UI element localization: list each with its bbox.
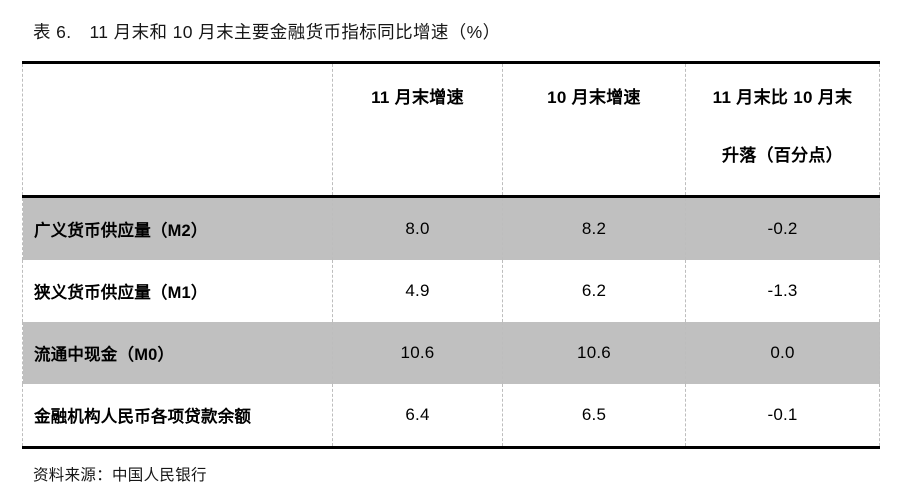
source-note: 资料来源：中国人民银行 [33,467,207,484]
row-label: 金融机构人民币各项贷款余额 [22,384,333,448]
statistics-table-container: 11 月末增速 10 月末增速 11 月末比 10 月末 升落（百分点） [22,61,880,449]
cell-oct-growth: 8.2 [502,196,686,260]
cell-change: 0.0 [685,322,880,384]
cell-nov-growth: 10.6 [332,322,503,384]
row-label: 广义货币供应量（M2） [22,196,333,260]
cell-change: -0.2 [685,196,880,260]
cell-oct-growth: 6.2 [502,260,686,322]
cell-oct-growth: 6.5 [502,384,686,448]
cell-nov-growth: 4.9 [332,260,503,322]
table-row: 广义货币供应量（M2） 8.0 8.2 -0.2 [22,196,880,260]
cell-change: -0.1 [685,384,880,448]
table-row: 金融机构人民币各项贷款余额 6.4 6.5 -0.1 [22,384,880,448]
column-header-change: 11 月末比 10 月末 升落（百分点） [685,62,880,198]
column-header-indicator [22,62,333,198]
cell-change: -1.3 [685,260,880,322]
statistics-table: 11 月末增速 10 月末增速 11 月末比 10 月末 升落（百分点） [22,61,880,449]
cell-nov-growth: 8.0 [332,196,503,260]
column-header-change-line1: 11 月末比 10 月末 [712,88,853,107]
cell-nov-growth: 6.4 [332,384,503,448]
row-label: 狭义货币供应量（M1） [22,260,333,322]
table-row: 狭义货币供应量（M1） 4.9 6.2 -1.3 [22,260,880,322]
table-body: 广义货币供应量（M2） 8.0 8.2 -0.2 狭义货币供应量（M1） 4.9… [22,196,880,448]
column-header-oct-growth: 10 月末增速 [502,62,686,198]
table-header-row: 11 月末增速 10 月末增速 11 月末比 10 月末 升落（百分点） [22,62,880,198]
row-label: 流通中现金（M0） [22,322,333,384]
column-header-nov-growth: 11 月末增速 [332,62,503,198]
table-caption: 表 6. 11 月末和 10 月末主要金融货币指标同比增速（%） [33,22,501,42]
table-header: 11 月末增速 10 月末增速 11 月末比 10 月末 升落（百分点） [22,62,880,198]
table-row: 流通中现金（M0） 10.6 10.6 0.0 [22,322,880,384]
column-header-change-line2: 升落（百分点） [721,146,844,165]
cell-oct-growth: 10.6 [502,322,686,384]
